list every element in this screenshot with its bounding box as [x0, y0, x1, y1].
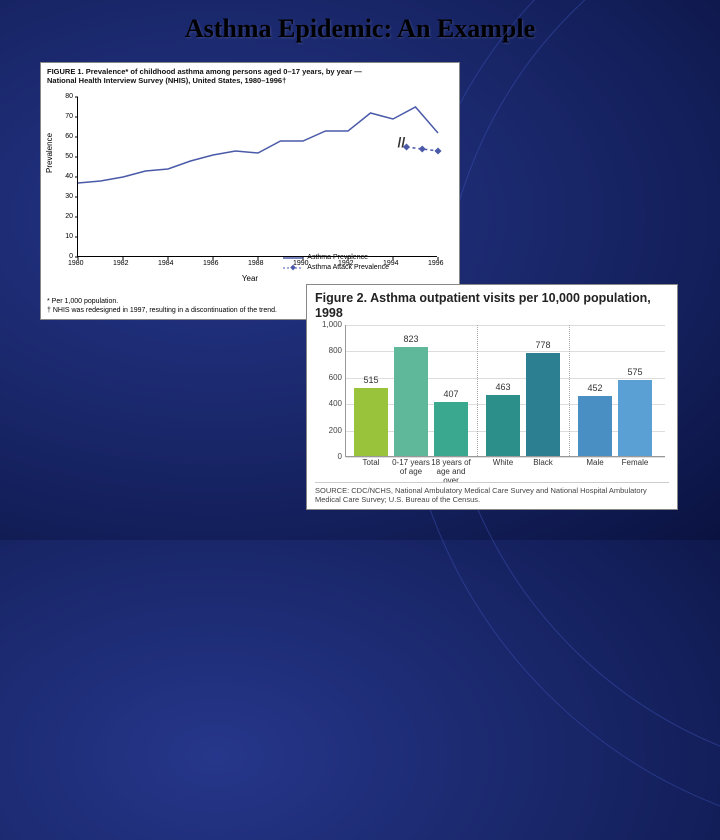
- x-tick-label: 1982: [113, 260, 129, 267]
- gridline: [346, 325, 665, 326]
- bar-value-label: 463: [486, 382, 520, 392]
- x-tick-label: 1996: [428, 260, 444, 267]
- y-tick-label: 600: [314, 373, 342, 382]
- figure-1-title: FIGURE 1. Prevalence* of childhood asthm…: [41, 63, 459, 88]
- figure-2-source: SOURCE: CDC/NCHS, National Ambulatory Me…: [315, 482, 669, 504]
- y-tick-label: 800: [314, 346, 342, 355]
- bar: 463White: [486, 395, 520, 456]
- bar-category-label: Female: [615, 459, 655, 468]
- x-tick-label: 1988: [248, 260, 264, 267]
- figure-1-y-axis-label: Prevalence: [45, 133, 54, 173]
- figure-1-svg: //: [78, 97, 438, 257]
- y-tick-label: 400: [314, 399, 342, 408]
- figure-1-title-line1: FIGURE 1. Prevalence* of childhood asthm…: [47, 67, 453, 76]
- bar: 778Black: [526, 353, 560, 456]
- y-tick-label: 200: [314, 426, 342, 435]
- y-tick-label: 0: [314, 452, 342, 461]
- y-tick-label: 60: [56, 133, 73, 140]
- svg-text://: //: [398, 134, 406, 150]
- y-tick-label: 20: [56, 213, 73, 220]
- group-divider: [569, 325, 570, 456]
- bar-value-label: 407: [434, 389, 468, 399]
- legend-item: Asthma Prevalence: [307, 253, 368, 263]
- bar: 40718 years of age and over: [434, 402, 468, 456]
- bar: 452Male: [578, 396, 612, 456]
- y-tick-label: 50: [56, 153, 73, 160]
- y-tick-label: 80: [56, 93, 73, 100]
- x-tick-label: 1986: [203, 260, 219, 267]
- bar: 575Female: [618, 380, 652, 456]
- y-tick-label: 70: [56, 113, 73, 120]
- bar-value-label: 778: [526, 340, 560, 350]
- y-tick-label: 0: [56, 253, 73, 260]
- figure-1-plot-area: // 0102030405060708019801982198419861988…: [77, 97, 437, 257]
- figure-1-footnote: * Per 1,000 population.: [47, 297, 277, 306]
- figure-2-bar-chart: Figure 2. Asthma outpatient visits per 1…: [306, 284, 678, 510]
- figure-2-title: Figure 2. Asthma outpatient visits per 1…: [307, 285, 677, 323]
- figure-1-legend: Asthma Prevalence Asthma Attack Prevalen…: [283, 253, 389, 273]
- figure-1-footnotes: * Per 1,000 population. † NHIS was redes…: [47, 297, 277, 315]
- legend-item: Asthma Attack Prevalence: [307, 263, 389, 273]
- bar: 515Total: [354, 388, 388, 456]
- y-tick-label: 10: [56, 233, 73, 240]
- group-divider: [477, 325, 478, 456]
- bar-category-label: Total: [351, 459, 391, 468]
- bar-category-label: 0-17 years of age: [391, 459, 431, 477]
- bar-category-label: Male: [575, 459, 615, 468]
- figure-1-title-line2: National Health Interview Survey (NHIS),…: [47, 76, 453, 85]
- figure-2-plot-area: 02004006008001,000515Total8230-17 years …: [345, 325, 665, 457]
- bar-value-label: 515: [354, 375, 388, 385]
- y-tick-label: 40: [56, 173, 73, 180]
- figure-1-line-chart: FIGURE 1. Prevalence* of childhood asthm…: [40, 62, 460, 320]
- y-tick-label: 1,000: [314, 320, 342, 329]
- x-tick-label: 1980: [68, 260, 84, 267]
- figure-1-footnote: † NHIS was redesigned in 1997, resulting…: [47, 306, 277, 315]
- bar-value-label: 823: [394, 334, 428, 344]
- bar-category-label: White: [483, 459, 523, 468]
- bar-category-label: Black: [523, 459, 563, 468]
- y-tick-label: 30: [56, 193, 73, 200]
- figure-1-x-axis-label: Year: [242, 274, 258, 283]
- bar-value-label: 452: [578, 383, 612, 393]
- bar: 8230-17 years of age: [394, 347, 428, 456]
- bar-value-label: 575: [618, 367, 652, 377]
- x-tick-label: 1984: [158, 260, 174, 267]
